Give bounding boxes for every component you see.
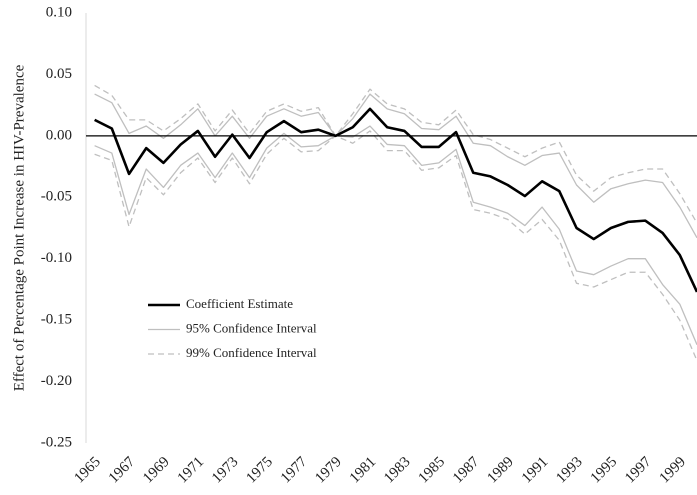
x-tick-label: 1977 bbox=[278, 454, 311, 487]
x-tick-label: 1973 bbox=[209, 454, 242, 487]
x-tick-label: 1995 bbox=[588, 454, 621, 487]
x-tick-label: 1981 bbox=[347, 454, 380, 487]
y-tick-label: -0.25 bbox=[41, 434, 72, 450]
series-line bbox=[94, 107, 697, 293]
y-axis-label: Effect of Percentage Point Increase in H… bbox=[11, 64, 27, 391]
y-tick-label: -0.05 bbox=[41, 189, 72, 205]
x-tick-label: 1997 bbox=[622, 454, 655, 487]
y-tick-label: 0.05 bbox=[46, 66, 72, 82]
y-tick-label: -0.20 bbox=[41, 373, 72, 389]
series-line bbox=[94, 130, 697, 361]
series-line bbox=[94, 93, 697, 239]
x-tick-label: 1983 bbox=[381, 454, 414, 487]
y-tick-label: -0.10 bbox=[41, 250, 72, 266]
x-tick-label: 1979 bbox=[312, 454, 345, 487]
legend-label: 99% Confidence Interval bbox=[186, 345, 317, 360]
x-tick-label: 1967 bbox=[106, 454, 139, 487]
x-tick-label: 1971 bbox=[175, 454, 208, 487]
legend-label: 95% Confidence Interval bbox=[186, 320, 317, 335]
x-tick-label: 1989 bbox=[484, 454, 517, 487]
x-tick-label: 1987 bbox=[450, 454, 483, 487]
legend-label: Coefficient Estimate bbox=[186, 296, 293, 311]
x-tick-label: 1965 bbox=[71, 454, 104, 487]
series-line bbox=[94, 125, 697, 345]
y-tick-label: 0.00 bbox=[46, 127, 72, 143]
x-tick-label: 1985 bbox=[416, 454, 449, 487]
y-tick-label: -0.15 bbox=[41, 312, 72, 328]
series-line bbox=[94, 84, 697, 224]
y-tick-label: 0.10 bbox=[46, 4, 72, 20]
x-tick-label: 1999 bbox=[657, 454, 690, 487]
x-tick-label: 1991 bbox=[519, 454, 552, 487]
x-tick-label: 1993 bbox=[553, 454, 586, 487]
x-tick-label: 1975 bbox=[243, 454, 276, 487]
x-tick-label: 1969 bbox=[140, 454, 173, 487]
